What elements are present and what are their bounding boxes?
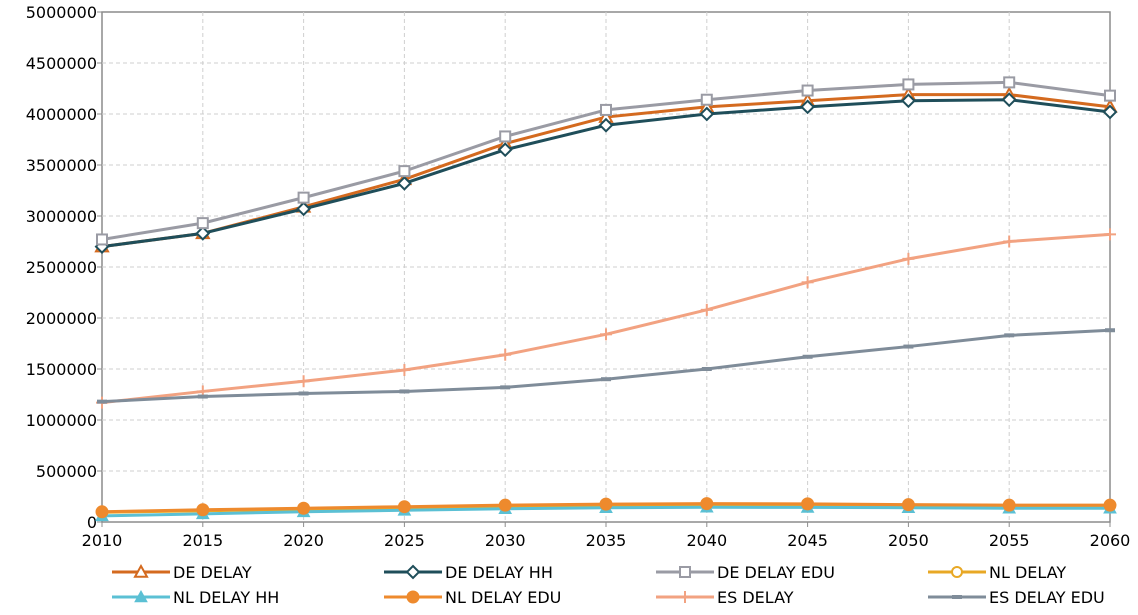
grid-layer [101,11,1111,523]
data-point-de-delay-edu [499,130,512,143]
data-point-de-delay-edu [398,165,411,178]
data-point-de-delay-hh [900,93,916,109]
data-point-es-delay [398,364,411,377]
data-point-nl-delay-edu [700,497,714,511]
data-point-de-delay-edu [1003,76,1016,89]
legend-item-es-delay-edu: ES DELAY EDU [928,588,1105,607]
legend-item-nl-delay-edu: NL DELAY EDU [384,588,561,607]
data-point-de-delay-edu [801,84,814,97]
series-es-delay-edu [97,328,1115,404]
data-point-de-delay-hh [699,106,715,122]
data-point-de-delay-hh [800,99,816,115]
x-tick-label: 2010 [82,531,123,550]
series-layer [94,76,1118,522]
data-point-de-delay-hh [1102,104,1118,120]
data-point-de-delay-hh [396,175,412,191]
data-point-de-delay-edu [600,103,612,116]
legend-label: DE DELAY HH [445,563,553,582]
y-tick-label: 500000 [36,462,97,481]
data-point-de-delay-edu [1104,89,1116,102]
data-point-de-delay-edu [902,78,915,91]
y-tick-label: 1500000 [26,360,97,379]
data-point-es-delay [700,303,713,316]
legend-label: ES DELAY EDU [989,588,1105,607]
data-point-nl-delay-edu [801,497,815,511]
x-tick-label: 2040 [686,531,727,550]
legend-label: DE DELAY EDU [717,563,835,582]
data-point-de-delay-hh [296,201,312,217]
legend-marker [679,591,691,603]
x-tick-label: 2035 [586,531,627,550]
data-point-es-delay [1104,228,1116,241]
data-point-es-delay [600,328,612,341]
data-point-es-delay [902,252,915,265]
data-point-nl-delay-edu [397,500,411,514]
legend-marker [405,564,421,580]
x-tick-label: 2045 [787,531,828,550]
legend-item-nl-delay: NL DELAY [928,563,1066,582]
legend-label: NL DELAY EDU [445,588,561,607]
data-point-de-delay-hh [497,142,513,158]
data-point-nl-delay-edu [1103,498,1117,512]
legend-marker [679,566,691,578]
y-tick-label: 1000000 [26,411,97,430]
legend-marker [134,589,148,603]
data-point-nl-delay-edu [599,497,613,511]
axis-layer: 0 500000 1000000 1500000 2000000 2500000 30000… [26,3,1131,550]
data-point-nl-delay-edu [297,501,311,515]
legend-marker [406,590,420,604]
y-tick-label: 2500000 [26,258,97,277]
legend-item-de-delay-edu: DE DELAY EDU [656,563,835,582]
data-point-de-delay-edu [196,217,209,230]
data-point-de-delay-hh [1001,92,1017,108]
legend-marker [951,566,963,578]
data-point-nl-delay-edu [1002,498,1016,512]
legend-item-de-delay: DE DELAY [112,563,252,582]
data-point-de-delay-edu [297,191,310,204]
series-de-delay-edu [96,76,1116,246]
y-tick-label: 5000000 [26,3,97,22]
legend-marker [133,563,149,578]
x-tick-label: 2055 [989,531,1030,550]
legend-item-es-delay: ES DELAY [656,588,794,607]
legend: DE DELAY DE DELAY HH DE DELAY EDU NL DELAY N… [112,563,1105,607]
data-point-es-delay [801,276,814,289]
legend-label: DE DELAY [173,563,252,582]
y-tick-label: 3000000 [26,207,97,226]
legend-label: NL DELAY [989,563,1066,582]
x-tick-label: 2050 [888,531,929,550]
x-tick-label: 2015 [182,531,223,550]
x-tick-label: 2020 [283,531,324,550]
data-point-es-delay [499,348,512,361]
y-tick-label: 4000000 [26,105,97,124]
data-point-nl-delay-edu [901,498,915,512]
x-tick-label: 2025 [384,531,425,550]
y-tick-label: 2000000 [26,309,97,328]
data-point-nl-delay-edu [95,505,109,519]
data-point-nl-delay-edu [498,498,512,512]
x-tick-label: 2060 [1090,531,1131,550]
data-point-de-delay-hh [598,117,614,133]
data-point-de-delay-edu [700,93,713,106]
y-tick-label: 3500000 [26,156,97,175]
data-point-es-delay [297,375,310,388]
legend-label: ES DELAY [717,588,794,607]
data-point-de-delay-hh [195,225,211,241]
x-tick-label: 2030 [485,531,526,550]
data-point-nl-delay-edu [196,503,210,517]
legend-item-nl-delay-hh: NL DELAY HH [112,588,279,607]
data-point-es-delay [1003,235,1016,248]
y-tick-label: 0 [87,513,97,532]
legend-label: NL DELAY HH [173,588,279,607]
legend-item-de-delay-hh: DE DELAY HH [384,563,553,582]
y-tick-label: 4500000 [26,54,97,73]
series-nl-delay-edu [95,497,1117,519]
data-point-de-delay-edu [96,233,108,246]
